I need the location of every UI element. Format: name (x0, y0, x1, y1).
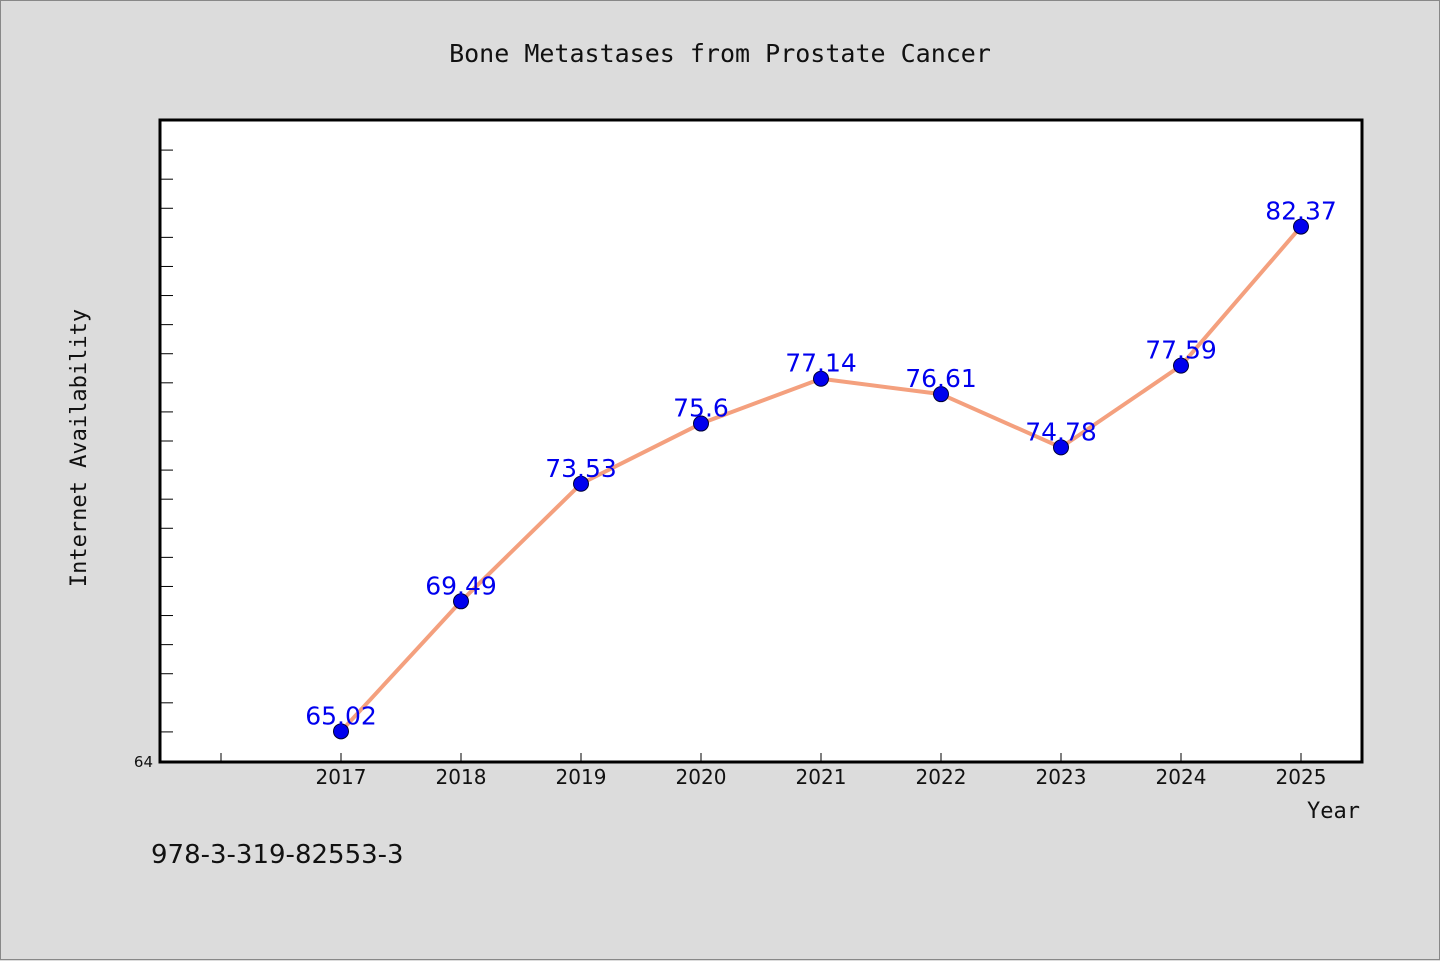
data-point (1293, 218, 1309, 235)
data-label: 65.02 (305, 701, 377, 730)
data-point (813, 370, 829, 387)
x-tick-label: 2018 (436, 765, 487, 789)
x-tick-label: 2022 (916, 765, 967, 789)
x-tick-label: 2025 (1276, 765, 1327, 789)
data-point (453, 593, 469, 610)
series-layer: 65.02 69.49 73.53 75.6 77.14 76.61 74.78 77.59 8… (305, 197, 1337, 740)
plot-area (158, 118, 1364, 764)
data-point (333, 723, 349, 740)
data-label: 69.49 (425, 571, 497, 600)
data-point (1053, 439, 1069, 456)
x-tick-label: 2020 (676, 765, 727, 789)
x-axis-ticks: 2017 2018 2019 2020 2021 2022 2023 2024 2025 (220, 753, 1327, 789)
y-axis-ticks (161, 120, 173, 762)
data-label: 74.78 (1025, 417, 1097, 446)
data-label: 82.37 (1265, 197, 1337, 226)
data-label: 77.14 (785, 349, 857, 378)
y-axis-label: Internet Availability (67, 309, 92, 587)
data-label: 77.59 (1145, 336, 1217, 365)
chart-title: Bone Metastases from Prostate Cancer (449, 39, 991, 68)
isbn-text: 978-3-319-82553-3 (151, 840, 404, 870)
x-axis-label: Year (1307, 799, 1360, 824)
data-point (693, 415, 709, 432)
y-tick-label: 64 (134, 753, 153, 771)
x-tick-label: 2019 (556, 765, 607, 789)
data-label: 76.61 (905, 364, 977, 393)
data-point (933, 386, 949, 403)
x-tick-label: 2017 (316, 765, 367, 789)
x-tick-label: 2021 (796, 765, 847, 789)
data-point (573, 475, 589, 492)
x-tick-label: 2024 (1156, 765, 1207, 789)
data-point (1173, 357, 1189, 374)
data-label: 75.6 (673, 394, 729, 423)
x-tick-label: 2023 (1036, 765, 1087, 789)
data-label: 73.53 (545, 454, 617, 483)
